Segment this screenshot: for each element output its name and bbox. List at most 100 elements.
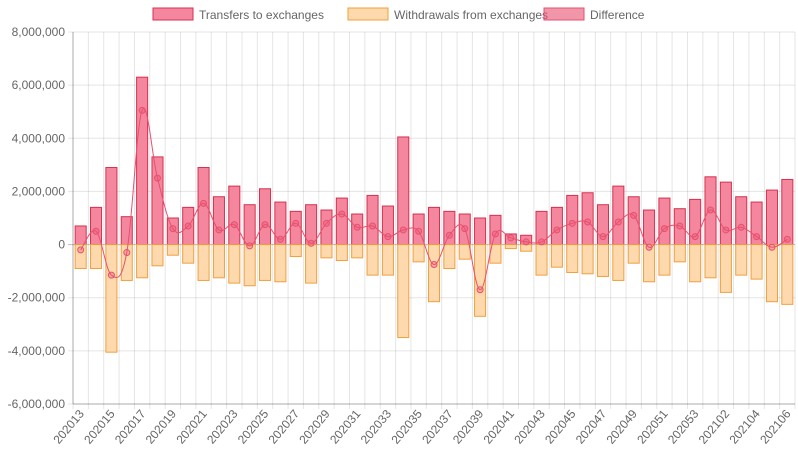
bar[interactable]	[689, 244, 702, 283]
bar[interactable]	[274, 244, 287, 283]
bar[interactable]	[520, 244, 533, 252]
difference-point[interactable]	[737, 223, 745, 231]
bar[interactable]	[643, 209, 656, 246]
difference-point[interactable]	[645, 243, 653, 251]
bar[interactable]	[366, 194, 379, 246]
difference-point[interactable]	[230, 221, 238, 229]
bar[interactable]	[397, 244, 410, 339]
bar[interactable]	[136, 76, 149, 246]
difference-point[interactable]	[276, 235, 284, 243]
difference-point[interactable]	[246, 242, 254, 250]
bar[interactable]	[228, 185, 241, 246]
difference-point[interactable]	[614, 218, 622, 226]
bar[interactable]	[305, 204, 318, 246]
difference-point[interactable]	[722, 226, 730, 234]
bar[interactable]	[258, 244, 272, 281]
bar[interactable]	[443, 244, 456, 269]
bar[interactable]	[658, 197, 671, 246]
legend-item[interactable]: Transfers to exchanges	[152, 7, 324, 22]
bar[interactable]	[535, 244, 548, 276]
bar[interactable]	[550, 206, 563, 246]
bar[interactable]	[105, 244, 118, 353]
difference-point[interactable]	[783, 235, 791, 243]
bar[interactable]	[550, 244, 563, 268]
bar[interactable]	[90, 244, 103, 269]
bar[interactable]	[704, 244, 717, 279]
bar[interactable]	[351, 244, 364, 259]
bar[interactable]	[366, 244, 379, 276]
bar[interactable]	[320, 209, 333, 246]
difference-point[interactable]	[476, 286, 484, 294]
bar[interactable]	[581, 244, 594, 275]
difference-point[interactable]	[184, 222, 192, 230]
bar[interactable]	[658, 244, 671, 276]
bar[interactable]	[289, 210, 302, 246]
bar[interactable]	[412, 244, 425, 263]
difference-point[interactable]	[77, 246, 85, 254]
bar[interactable]	[765, 244, 778, 303]
bar[interactable]	[335, 244, 348, 262]
difference-point[interactable]	[445, 231, 453, 239]
bar[interactable]	[182, 244, 195, 264]
difference-point[interactable]	[123, 249, 131, 257]
bar[interactable]	[735, 196, 748, 246]
difference-point[interactable]	[415, 227, 423, 235]
bar[interactable]	[719, 244, 732, 293]
bar[interactable]	[120, 244, 133, 281]
difference-point[interactable]	[369, 222, 377, 230]
bar[interactable]	[458, 244, 471, 260]
difference-point[interactable]	[630, 211, 638, 219]
difference-point[interactable]	[753, 233, 761, 241]
bar[interactable]	[627, 196, 640, 246]
difference-point[interactable]	[707, 206, 715, 214]
difference-point[interactable]	[138, 106, 146, 114]
bar[interactable]	[765, 189, 778, 246]
bar[interactable]	[612, 185, 625, 246]
bar[interactable]	[781, 178, 794, 246]
difference-point[interactable]	[599, 233, 607, 241]
bar[interactable]	[197, 244, 210, 281]
bar[interactable]	[166, 244, 179, 256]
bar[interactable]	[427, 206, 441, 246]
bar[interactable]	[74, 244, 87, 269]
difference-point[interactable]	[676, 222, 684, 230]
difference-point[interactable]	[538, 238, 546, 246]
bar[interactable]	[212, 196, 225, 246]
bar[interactable]	[735, 244, 748, 276]
bar[interactable]	[381, 244, 394, 276]
bar[interactable]	[627, 244, 640, 264]
difference-point[interactable]	[507, 234, 515, 242]
bar[interactable]	[443, 210, 456, 246]
bar[interactable]	[474, 244, 487, 317]
difference-point[interactable]	[307, 239, 315, 247]
difference-point[interactable]	[691, 233, 699, 241]
difference-point[interactable]	[768, 243, 776, 251]
bar[interactable]	[243, 244, 256, 287]
bar[interactable]	[151, 244, 164, 267]
difference-point[interactable]	[522, 238, 530, 246]
bar[interactable]	[474, 217, 487, 246]
bar[interactable]	[781, 244, 794, 305]
difference-point[interactable]	[584, 218, 592, 226]
bar[interactable]	[289, 244, 302, 258]
difference-point[interactable]	[399, 226, 407, 234]
bar[interactable]	[612, 244, 625, 281]
bar[interactable]	[151, 156, 164, 246]
difference-point[interactable]	[430, 261, 438, 268]
legend-item[interactable]: Withdrawals from exchanges	[347, 7, 548, 22]
bar[interactable]	[719, 181, 732, 246]
bar[interactable]	[320, 244, 333, 259]
difference-point[interactable]	[384, 233, 392, 241]
difference-point[interactable]	[169, 225, 177, 233]
difference-point[interactable]	[261, 221, 269, 229]
difference-point[interactable]	[491, 230, 499, 238]
bar[interactable]	[258, 188, 272, 246]
difference-point[interactable]	[107, 271, 115, 279]
difference-point[interactable]	[353, 223, 361, 231]
bar[interactable]	[335, 197, 348, 246]
bar[interactable]	[243, 204, 256, 246]
bar[interactable]	[105, 167, 118, 246]
bar[interactable]	[750, 244, 763, 280]
difference-point[interactable]	[322, 219, 330, 227]
difference-point[interactable]	[215, 226, 223, 234]
